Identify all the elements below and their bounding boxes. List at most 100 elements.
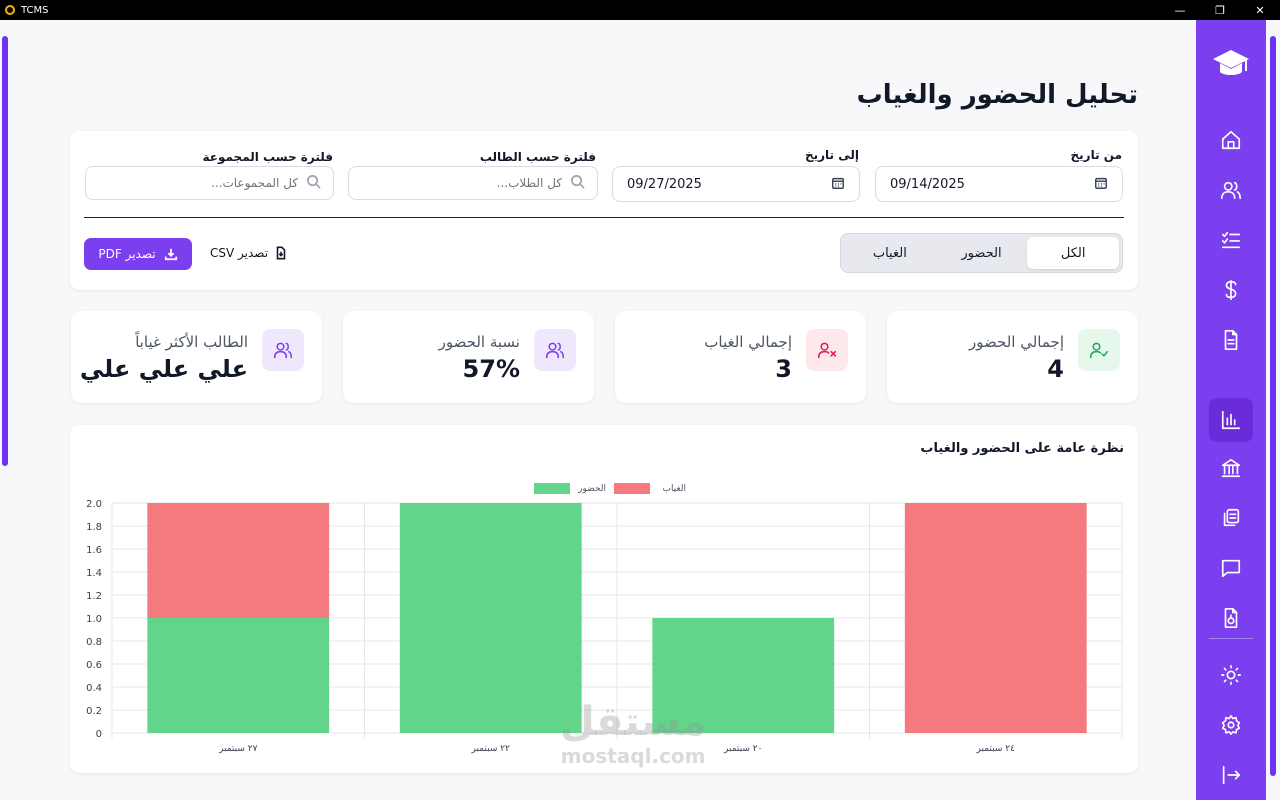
stat-card-most-absent-student: الطالب الأكثر غياباً علي علي علي (71, 311, 322, 403)
from-date-label: من تاريخ (1070, 148, 1122, 162)
sidebar-item-courses[interactable] (1209, 496, 1253, 540)
y-tick-label: 1.0 (86, 614, 102, 625)
watermark-arabic: مستقل (560, 699, 707, 745)
bar-segment (652, 618, 835, 733)
from-date-value: 09/14/2025 (890, 176, 965, 192)
bar-segment (147, 503, 330, 618)
sidebar-item-theme[interactable] (1209, 653, 1253, 697)
export-pdf-label: تصدير PDF (98, 247, 156, 261)
filters-card: من تاريخ 09/14/2025 إلى تاريخ 09/27/2025… (70, 131, 1138, 290)
y-tick-label: 0.4 (86, 683, 102, 694)
tab-all[interactable]: الكل (1027, 237, 1119, 269)
window-title: TCMS (21, 4, 49, 16)
attendance-chart-card: نظرة عامة على الحضور والغياب 0 0.2 0.4 0.6 0… (70, 425, 1138, 773)
stat-card-total-present: إجمالي الحضور 4 (887, 311, 1138, 403)
student-filter-label: فلترة حسب الطالب (479, 150, 596, 164)
list-check-icon (1221, 231, 1241, 249)
users-icon (262, 329, 304, 371)
to-date-field[interactable]: 09/27/2025 (612, 166, 860, 202)
sidebar-item-home[interactable] (1209, 118, 1253, 162)
sun-icon (1221, 665, 1241, 685)
copy-icon (1223, 508, 1240, 527)
stat-label: إجمالي الغياب (704, 333, 792, 351)
from-date-field[interactable]: 09/14/2025 (875, 166, 1123, 202)
sidebar-item-settings[interactable] (1209, 703, 1253, 747)
right-scrollbar[interactable] (1270, 36, 1276, 776)
download-icon (164, 248, 177, 261)
file-text-icon (1224, 330, 1238, 350)
sidebar-item-students[interactable] (1209, 168, 1253, 212)
stat-card-total-absent: إجمالي الغياب 3 (615, 311, 866, 403)
sidebar-item-messages[interactable] (1209, 546, 1253, 590)
file-export-icon (276, 246, 286, 260)
search-icon (570, 174, 585, 193)
y-tick-label: 0.8 (86, 637, 102, 648)
bar-chart-icon (1221, 410, 1241, 430)
stat-value: 3 (775, 355, 792, 383)
export-csv-button[interactable]: تصدير CSV (210, 239, 288, 267)
page-title: تحليل الحضور والغياب (856, 80, 1138, 110)
mostaql-watermark: مستقل mostaql.com (560, 700, 706, 768)
student-filter-field[interactable] (348, 166, 598, 200)
users-icon (534, 329, 576, 371)
calendar-icon[interactable] (1094, 175, 1108, 194)
restore-button[interactable]: ❐ (1215, 3, 1225, 17)
stat-label: الطالب الأكثر غياباً (135, 333, 248, 351)
sidebar-item-reports[interactable] (1209, 318, 1253, 362)
home-icon (1221, 130, 1241, 150)
student-search-input[interactable] (382, 176, 562, 190)
user-check-icon (1078, 329, 1120, 371)
group-filter-field[interactable] (85, 166, 334, 200)
window-titlebar: TCMS — ❐ ✕ (0, 0, 1280, 20)
logout-icon (1222, 765, 1241, 785)
legend-label: الغياب (662, 484, 686, 494)
to-date-label: إلى تاريخ (804, 148, 859, 162)
bank-icon (1221, 458, 1241, 478)
y-tick-label: 0.6 (86, 660, 102, 671)
x-tick-label: ٢٧ سبتمبر (218, 744, 258, 754)
close-button[interactable]: ✕ (1255, 3, 1265, 17)
file-export-icon (1224, 608, 1238, 628)
app-icon (5, 5, 15, 15)
bar-segment (147, 618, 330, 733)
left-scrollbar[interactable] (2, 36, 8, 466)
gear-icon (1221, 715, 1241, 735)
sidebar-item-payments[interactable] (1209, 268, 1253, 312)
sidebar (1196, 20, 1266, 800)
filters-divider (84, 217, 1124, 218)
minimize-button[interactable]: — (1174, 3, 1186, 17)
sidebar-item-analytics[interactable] (1209, 398, 1253, 442)
user-x-icon (806, 329, 848, 371)
sidebar-item-logout[interactable] (1209, 753, 1253, 797)
tab-absent[interactable]: الغياب (872, 245, 907, 261)
stat-card-attendance-rate: نسبة الحضور 57% (343, 311, 594, 403)
sidebar-item-institution[interactable] (1209, 446, 1253, 490)
calendar-icon[interactable] (831, 175, 845, 194)
y-tick-label: 1.8 (86, 522, 102, 533)
y-tick-label: 0 (96, 729, 102, 740)
export-pdf-button[interactable]: تصدير PDF (84, 238, 192, 270)
x-tick-label: ٢٠ سبتمبر (723, 744, 762, 754)
y-tick-label: 1.2 (86, 591, 102, 602)
sidebar-item-attendance[interactable] (1209, 218, 1253, 262)
attendance-filter-tabs: الكل الحضور الغياب (840, 233, 1123, 273)
y-tick-label: 0.2 (86, 706, 102, 717)
bar-segment (904, 503, 1087, 733)
bar-segment (399, 503, 582, 733)
stat-label: إجمالي الحضور (969, 333, 1064, 351)
group-search-input[interactable] (118, 176, 298, 190)
sidebar-divider (1209, 638, 1253, 639)
stat-label: نسبة الحضور (438, 333, 520, 351)
attendance-bar-chart: 0 0.2 0.4 0.6 0.8 1.0 1.2 1.4 1.6 1.8 2.0 ٢٧ سبتمبر… (86, 483, 1123, 754)
watermark-latin: mostaql.com (560, 744, 706, 768)
sidebar-item-export[interactable] (1209, 596, 1253, 640)
tab-present[interactable]: الحضور (961, 245, 1002, 261)
y-tick-label: 2.0 (86, 499, 102, 510)
chart-title: نظرة عامة على الحضور والغياب (920, 441, 1124, 456)
legend-swatch (534, 483, 570, 494)
stat-value: 57% (462, 355, 520, 383)
dollar-icon (1225, 280, 1237, 300)
group-filter-label: فلترة حسب المجموعة (202, 150, 333, 164)
graduation-cap-icon (1209, 42, 1253, 86)
users-icon (1221, 181, 1241, 200)
